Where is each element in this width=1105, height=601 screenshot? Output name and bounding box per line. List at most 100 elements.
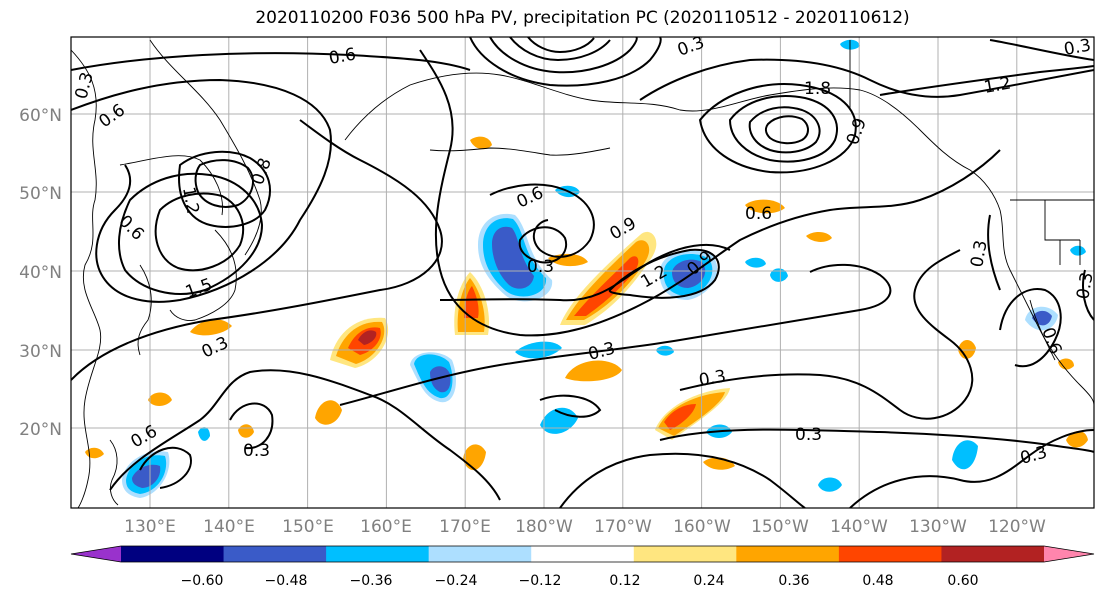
chart-title: 2020110200 F036 500 hPa PV, precipitatio…: [255, 8, 910, 28]
precip-positive-area: [470, 136, 492, 150]
precip-negative-area: [132, 464, 161, 488]
colorbar-swatch: [531, 546, 635, 562]
precip-negative-area: [1070, 245, 1086, 256]
precip-positive-area: [664, 404, 696, 430]
coastline-korea: [137, 264, 152, 356]
contour-label: 0.3: [243, 441, 270, 461]
colorbar-tick-label: −0.12: [519, 573, 562, 589]
pv-contour: [518, 226, 568, 264]
lat-label: 50°N: [19, 184, 62, 204]
lon-label: 140°E: [203, 517, 255, 537]
coastline-baja: [1029, 299, 1056, 361]
pv-contour: [71, 119, 443, 381]
precip-positive-area: [315, 400, 342, 425]
precip-positive-area: [190, 319, 232, 336]
pv-contour: [608, 248, 720, 299]
precip-negative-area: [656, 345, 674, 356]
precip-negative-area: [198, 427, 210, 441]
pv-contour: [527, 37, 595, 54]
pv-contour: [71, 52, 471, 71]
colorbar-swatch: [71, 546, 121, 562]
precip-positive-area: [745, 199, 785, 214]
precip-negative-area: [430, 366, 451, 393]
lat-label: 30°N: [19, 342, 62, 362]
pv-contour: [489, 183, 595, 258]
colorbar-swatch: [838, 546, 942, 562]
precip-positive-area: [958, 339, 976, 359]
pv-contour: [989, 39, 1094, 61]
precip-positive-area: [358, 330, 377, 345]
colorbar-swatch: [1044, 546, 1094, 562]
pv-contour: [118, 172, 264, 295]
precip-negative-area: [952, 440, 978, 470]
contour-label: 0.6: [745, 204, 772, 224]
coastline-north-america: [999, 209, 1094, 406]
colorbar-tick-label: −0.36: [350, 573, 393, 589]
colorbar-tick-label: 0.48: [862, 573, 893, 589]
lat-label: 20°N: [19, 420, 62, 440]
colorbar-swatch: [941, 546, 1045, 562]
pv-contour: [748, 106, 821, 154]
pv-contour: [194, 159, 254, 208]
pv-contour: [999, 288, 1062, 368]
longitude-labels: 130°E 140°E 150°E 160°E 170°E 180°W 170°…: [124, 517, 1046, 537]
pv-contour: [987, 214, 1001, 291]
coastline-kamchatka: [149, 39, 262, 256]
pv-contour: [728, 95, 838, 163]
colorbar-tick-label: 0.24: [693, 573, 724, 589]
lon-label: 180°W: [515, 517, 573, 537]
colorbar-tick-label: −0.60: [181, 573, 224, 589]
pv-contour: [539, 394, 602, 418]
precip-negative-area: [770, 268, 788, 282]
pv-contour: [154, 192, 245, 272]
pv-contour: [439, 243, 731, 302]
colorbar: −0.60 −0.48 −0.36 −0.24 −0.12 0.12 0.24 …: [70, 545, 1095, 589]
lon-label: 160°E: [360, 517, 412, 537]
lon-label: 130°E: [124, 517, 176, 537]
precip-positive-area: [806, 232, 832, 242]
pv-contour: [559, 452, 806, 508]
colorbar-tick-label: −0.48: [265, 573, 308, 589]
precip-positive-area: [464, 286, 479, 318]
contour-label: 1.8: [804, 79, 831, 99]
precip-positive-area: [148, 392, 172, 406]
lon-label: 170°W: [594, 517, 652, 537]
colorbar-tick-label: 0.36: [778, 573, 809, 589]
graticule: [71, 37, 1094, 508]
pv-contours: [71, 37, 1094, 508]
colorbar-swatch: [326, 546, 430, 562]
pv-contour: [879, 65, 1094, 96]
pv-contour: [639, 58, 1094, 101]
contour-label: 0.3: [1062, 36, 1092, 60]
coastlines: [71, 39, 1094, 508]
lon-label: 120°W: [988, 517, 1046, 537]
pv-contour: [339, 263, 892, 406]
pv-contour: [109, 369, 501, 501]
contour-label: 0.3: [967, 239, 991, 269]
coastline-alaska: [344, 72, 1001, 211]
contour-label: 1.2: [178, 185, 202, 215]
colorbar-tick-label: 0.12: [609, 573, 640, 589]
precip-negative-area: [492, 226, 534, 289]
contour-label: 0.3: [527, 257, 554, 277]
colorbar-swatch: [223, 546, 327, 562]
lon-label: 130°W: [909, 517, 967, 537]
lat-label: 40°N: [19, 263, 62, 283]
colorbar-swatch: [633, 546, 737, 562]
coastline-asia: [71, 49, 102, 508]
contour-label: 0.3: [1073, 271, 1097, 301]
lat-label: 60°N: [19, 106, 62, 126]
contour-label: 0.6: [327, 45, 357, 69]
contour-label: 0.3: [795, 425, 822, 445]
lon-label: 150°E: [282, 517, 334, 537]
pv-contour: [659, 428, 1094, 453]
precip-negative-area: [818, 477, 842, 492]
pv-contour: [139, 446, 192, 489]
pv-contour: [764, 115, 809, 145]
colorbar-outline: [70, 545, 1095, 563]
lon-label: 140°W: [830, 517, 888, 537]
precip-positive-area: [1066, 431, 1088, 448]
pv-contour: [229, 402, 274, 450]
pv-contour: [679, 249, 974, 420]
colorbar-tick-label: 0.60: [947, 573, 978, 589]
